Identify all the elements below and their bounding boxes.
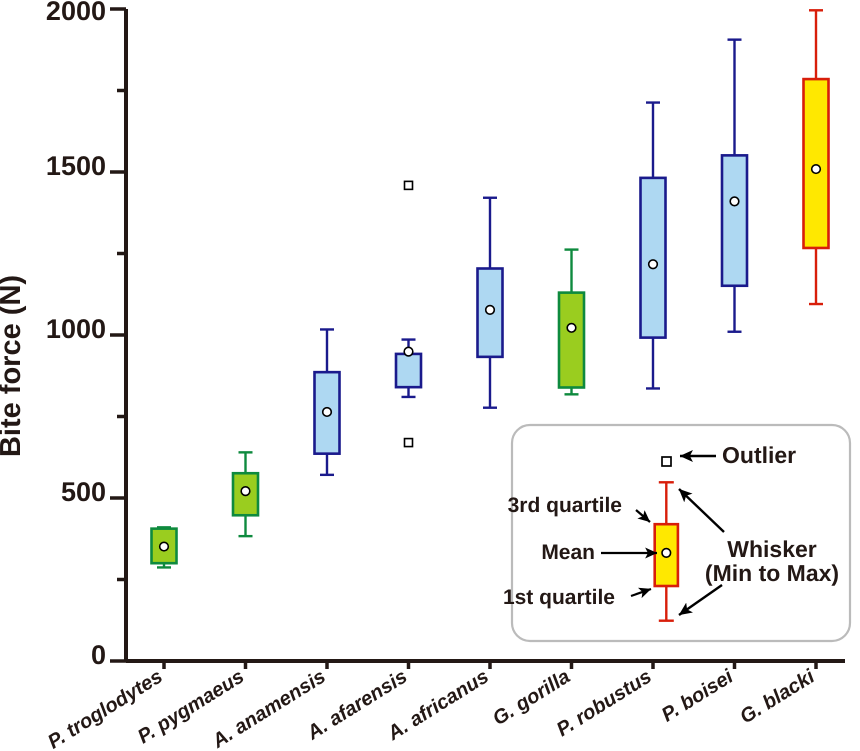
svg-text:Mean: Mean xyxy=(541,541,595,564)
svg-text:500: 500 xyxy=(61,477,106,507)
svg-text:2000: 2000 xyxy=(46,0,106,26)
svg-text:G. blacki: G. blacki xyxy=(736,665,819,728)
svg-text:Whisker: Whisker xyxy=(727,536,817,562)
svg-text:P. boisei: P. boisei xyxy=(658,665,738,726)
svg-text:0: 0 xyxy=(91,640,106,670)
svg-text:3rd quartile: 3rd quartile xyxy=(508,494,622,517)
svg-text:1st quartile: 1st quartile xyxy=(503,586,615,609)
svg-text:Bite force (N): Bite force (N) xyxy=(0,275,27,457)
svg-text:1500: 1500 xyxy=(46,151,106,181)
svg-text:(Min to Max): (Min to Max) xyxy=(705,560,839,586)
svg-text:Outlier: Outlier xyxy=(722,442,796,468)
svg-text:1000: 1000 xyxy=(46,314,106,344)
